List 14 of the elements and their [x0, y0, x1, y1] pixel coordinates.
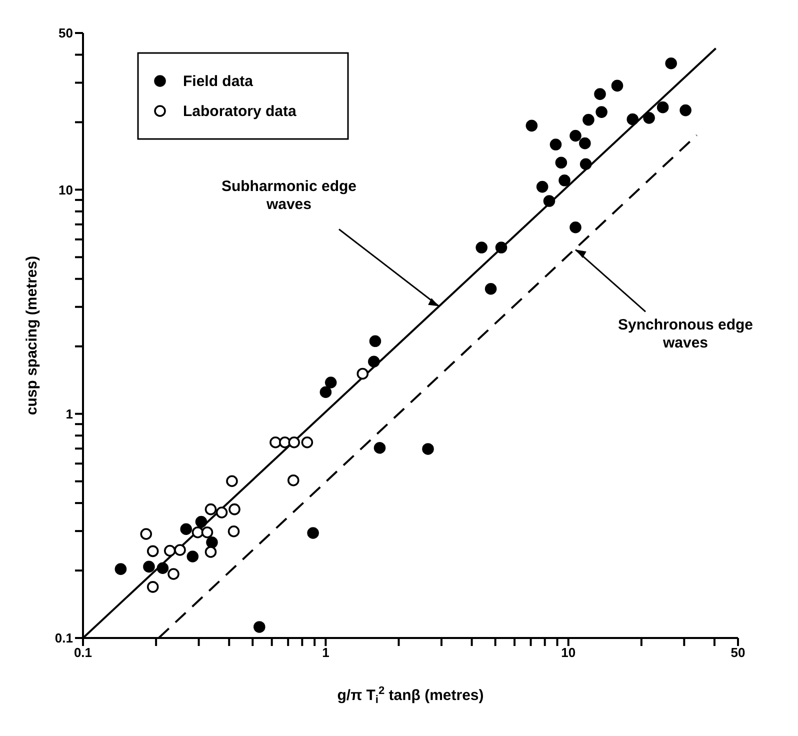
annotation: Synchronous edge waves — [618, 316, 754, 352]
y-axis-title: cusp spacing (metres) — [23, 256, 40, 416]
x-tick-label: 10 — [561, 645, 576, 660]
y-tick-label: 0.1 — [54, 630, 73, 646]
annotation: Subharmonic edge waves — [221, 178, 357, 214]
legend-label: Laboratory data — [183, 103, 298, 120]
x-tick-label: 1 — [322, 645, 330, 660]
y-tick-label: 50 — [58, 26, 73, 41]
x-tick-label: 50 — [730, 645, 746, 660]
y-tick-label: 1 — [66, 406, 73, 422]
y-tick-label: 10 — [58, 182, 73, 198]
legend-label: Field data — [183, 73, 254, 90]
x-axis-title: g/π T$_{i}$$^{2}$ tanβ (metres) — [337, 684, 484, 706]
x-tick-label: 0.1 — [74, 645, 92, 660]
